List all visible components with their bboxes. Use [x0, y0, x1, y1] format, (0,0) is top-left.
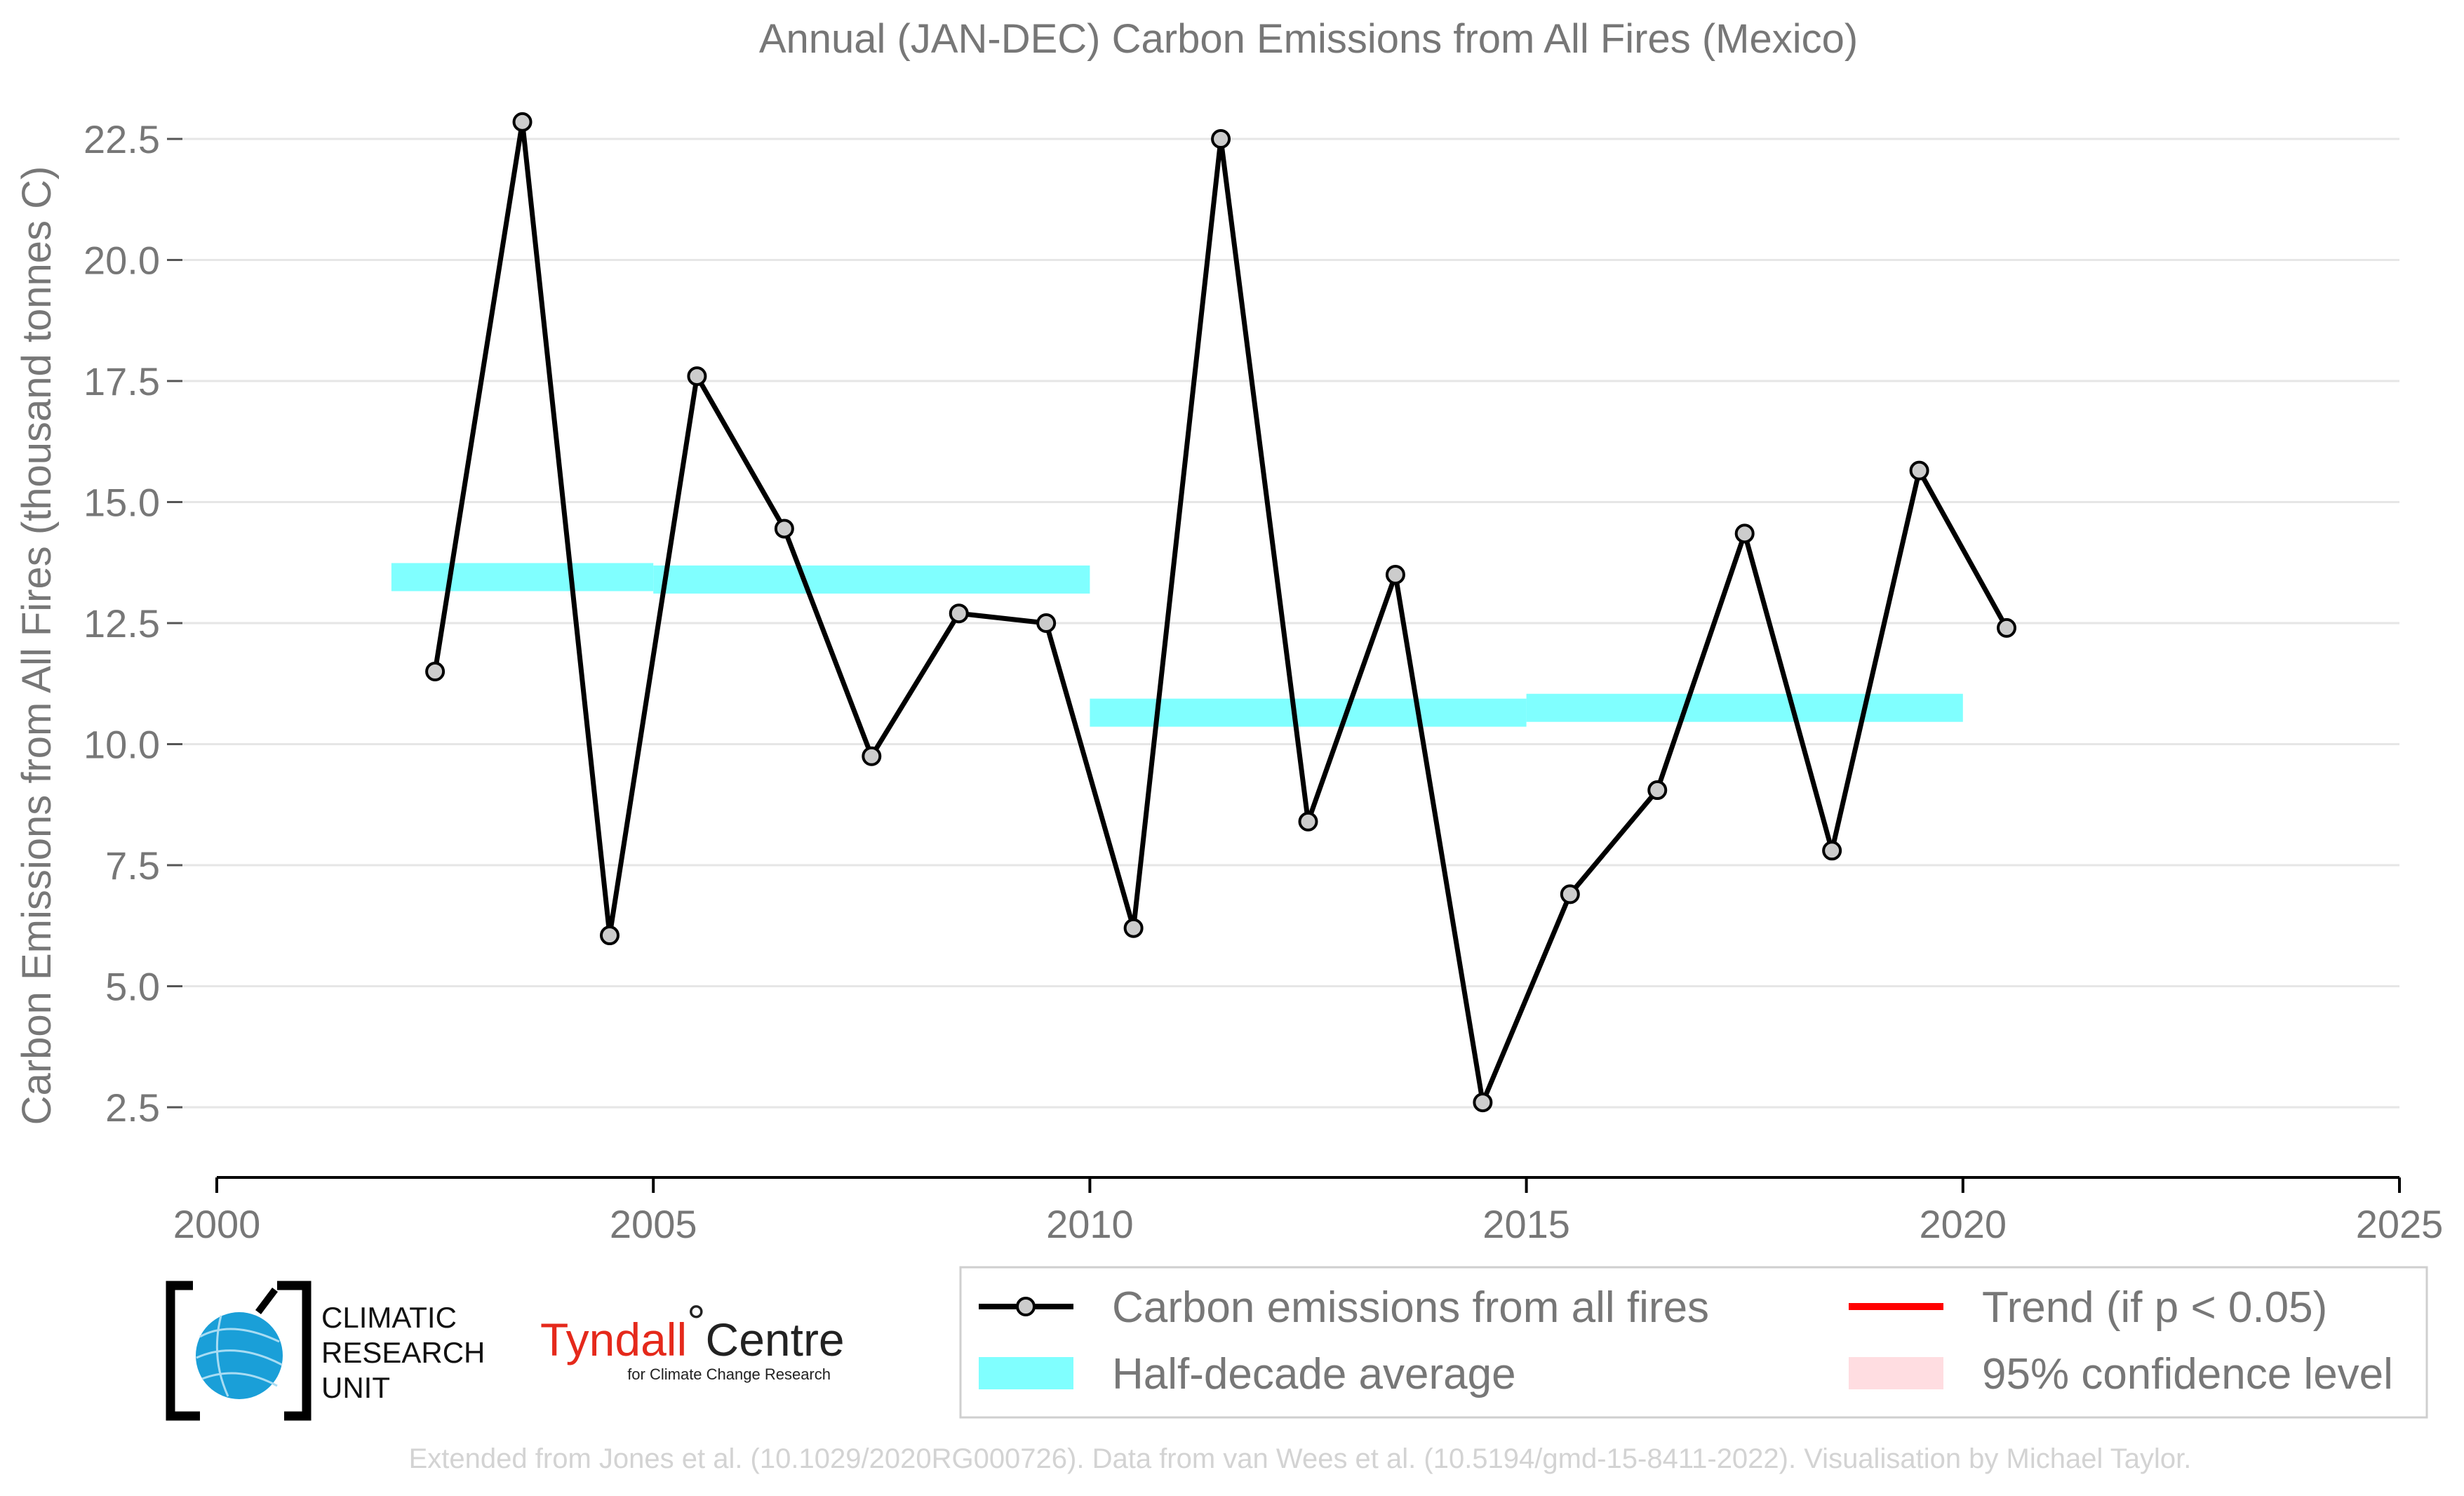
- y-tick-label-12.5: 12.5: [83, 601, 160, 646]
- x-axis: 2000 2005 2010 2015 2020 2025: [173, 1176, 2444, 1246]
- legend-entry-trend: Trend (if p < 0.05): [1849, 1283, 2327, 1332]
- globe-lines: [196, 1315, 283, 1397]
- x-tick-label-2020: 2020: [1920, 1202, 2007, 1246]
- credit-text: Extended from Jones et al. (10.1029/2020…: [409, 1443, 2192, 1474]
- data-point-2018.5: [1822, 841, 1842, 861]
- legend-entry-confidence: 95% confidence level: [1849, 1350, 2393, 1398]
- cru-text-line-2: RESEARCH: [321, 1336, 485, 1369]
- y-tick-label-22.5: 22.5: [83, 117, 160, 161]
- data-point-2017.5: [1734, 523, 1755, 544]
- legend-label-confidence: 95% confidence level: [1982, 1350, 2393, 1398]
- data-point-2002.5: [425, 662, 446, 681]
- data-point-2011.5: [1211, 129, 1231, 149]
- y-tick-label-17.5: 17.5: [83, 359, 160, 403]
- y-tick-label-15: 15.0: [83, 481, 160, 525]
- half-decade-average-bars: [391, 563, 1963, 727]
- data-point-2015.5: [1560, 884, 1580, 904]
- x-tick-label-2000: 2000: [173, 1202, 261, 1246]
- legend-frame: [959, 1266, 2428, 1419]
- data-point-2020.5: [1997, 617, 2017, 638]
- data-point-2012.5: [1298, 811, 1318, 832]
- legend-entry-emissions: Carbon emissions from all fires: [979, 1283, 1709, 1332]
- legend-label-average: Half-decade average: [1112, 1350, 1516, 1398]
- cru-bracket-right: [277, 1281, 312, 1421]
- cru-bracket-left: [166, 1281, 200, 1421]
- legend-swatch-marker: [1016, 1297, 1036, 1316]
- cru-text-line-1: CLIMATIC: [321, 1301, 457, 1334]
- data-point-2014.5: [1473, 1093, 1493, 1113]
- legend-label-trend: Trend (if p < 0.05): [1982, 1283, 2327, 1332]
- cru-logo: CLIMATIC RESEARCH UNIT: [166, 1281, 485, 1421]
- tyndall-centre: Centre: [706, 1314, 845, 1365]
- average-bar-3: [1526, 693, 1963, 722]
- tyndall-wordmark: Tyndall°Centre: [540, 1295, 845, 1365]
- y-tick-label-5: 5.0: [105, 965, 160, 1009]
- data-point-2016.5: [1647, 780, 1668, 801]
- x-tick-label-2005: 2005: [610, 1202, 697, 1246]
- data-point-2007.5: [862, 746, 882, 766]
- data-point-2004.5: [599, 926, 620, 946]
- tyndall-logo: Tyndall°Centre for Climate Change Resear…: [540, 1295, 845, 1383]
- data-point-2013.5: [1385, 565, 1405, 585]
- x-tick-label-2010: 2010: [1046, 1202, 1134, 1246]
- x-tick-label-2015: 2015: [1482, 1202, 1570, 1246]
- tyndall-subtitle: for Climate Change Research: [627, 1365, 831, 1383]
- legend: Carbon emissions from all fires Trend (i…: [959, 1266, 2428, 1419]
- legend-label-emissions: Carbon emissions from all fires: [1112, 1283, 1709, 1332]
- chart-title: Annual (JAN-DEC) Carbon Emissions from A…: [759, 16, 1858, 62]
- tyndall-name: Tyndall: [540, 1314, 687, 1365]
- y-axis-label: Carbon Emissions from All Fires (thousan…: [14, 166, 60, 1126]
- data-point-2010.5: [1123, 918, 1144, 938]
- cru-slash: [255, 1288, 278, 1314]
- average-bar-1: [653, 565, 1090, 594]
- globe-icon: [196, 1312, 283, 1399]
- data-point-2003.5: [512, 112, 533, 132]
- y-tick-label-2.5: 2.5: [105, 1086, 160, 1130]
- data-point-2019.5: [1909, 460, 1929, 481]
- data-point-2006.5: [774, 519, 794, 539]
- legend-entry-average: Half-decade average: [979, 1350, 1516, 1398]
- data-point-2008.5: [949, 603, 969, 624]
- series-line-0: [432, 119, 2009, 1105]
- plot-area: 2.55.07.510.012.515.017.520.022.5 2000 20…: [83, 112, 2444, 1246]
- legend-swatch-average: [979, 1357, 1073, 1389]
- y-tick-label-7.5: 7.5: [105, 843, 160, 888]
- x-tick-label-2025: 2025: [2356, 1202, 2444, 1246]
- y-axis-ticks: 2.5 5.0 7.5 10.0 12.5 15.0 17.5 20.0 22.5: [83, 117, 182, 1130]
- tyndall-degree: °: [687, 1295, 705, 1347]
- data-point-2009.5: [1036, 613, 1057, 633]
- y-tick-label-10: 10.0: [83, 723, 160, 767]
- data-point-2005.5: [687, 366, 707, 387]
- y-tick-label-20: 20.0: [83, 239, 160, 283]
- series-line: [425, 112, 2017, 1113]
- average-bar-0: [391, 563, 654, 592]
- legend-swatch-confidence: [1849, 1357, 1943, 1389]
- gridlines: [182, 138, 2399, 1109]
- cru-text-line-3: UNIT: [321, 1371, 390, 1404]
- average-bar-2: [1090, 698, 1527, 727]
